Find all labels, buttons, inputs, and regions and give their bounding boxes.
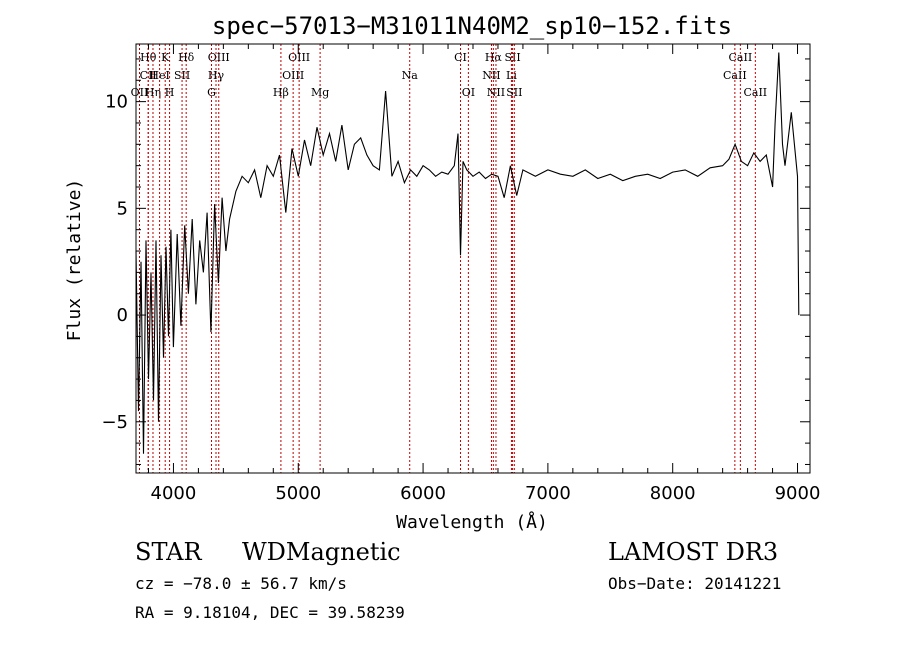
marker-label-17: CI <box>454 51 467 64</box>
marker-label-5: HeI <box>149 69 169 82</box>
x-tick-label-1: 5000 <box>275 483 321 504</box>
axes: 4000 5000 6000 7000 8000 9000 −5 0 5 10 <box>101 44 820 504</box>
marker-label-19: Hα <box>485 51 503 64</box>
spectrum-line <box>135 52 800 454</box>
ra-dec-coordinates: RA = 9.18104, DEC = 39.58239 <box>135 603 405 622</box>
marker-label-21: NII <box>482 69 500 82</box>
marker-label-2: OII <box>131 86 149 99</box>
x-tick-label-5: 9000 <box>775 483 821 504</box>
marker-label-22: Li <box>506 69 517 82</box>
marker-label-11: G <box>207 86 216 99</box>
marker-label-13: OIII <box>282 69 304 82</box>
object-class: STAR <box>135 538 202 566</box>
marker-label-16: Na <box>402 69 419 82</box>
marker-label-9: OIII <box>208 51 230 64</box>
x-axis-label: Wavelength (Å) <box>396 511 548 533</box>
object-subclass: WDMagnetic <box>242 538 401 566</box>
marker-label-15: Mg <box>311 86 329 99</box>
marker-label-4: K <box>161 51 170 64</box>
marker-label-25: CaII <box>729 51 753 64</box>
marker-label-6: SII <box>174 69 190 82</box>
y-tick-label-1: 0 <box>117 305 128 326</box>
marker-label-24: SII <box>506 86 522 99</box>
observation-date: Obs−Date: 20141221 <box>608 574 782 593</box>
x-tick-label-4: 8000 <box>650 483 696 504</box>
y-tick-label-2: 5 <box>117 198 128 219</box>
marker-label-27: CaII <box>743 86 767 99</box>
marker-label-8: Hδ <box>178 51 195 64</box>
x-tick-label-2: 6000 <box>400 483 446 504</box>
y-axis-label: Flux (relative) <box>64 179 85 342</box>
marker-label-14: Hβ <box>273 86 289 99</box>
x-tick-label-0: 4000 <box>151 483 197 504</box>
marker-label-18: OI <box>462 86 475 99</box>
y-tick-label-0: −5 <box>101 412 128 433</box>
marker-label-3: Hη <box>145 86 161 99</box>
spectrum-chart: spec−57013−M31011N40M2_sp10−152.fits HθC… <box>64 12 820 533</box>
x-tick-label-3: 7000 <box>525 483 571 504</box>
marker-label-26: CaII <box>723 69 747 82</box>
plot-frame <box>135 43 811 474</box>
redshift-velocity: cz = −78.0 ± 56.7 km/s <box>135 574 347 593</box>
marker-label-7: H <box>165 86 175 99</box>
marker-label-10: Hγ <box>208 69 225 82</box>
y-tick-label-3: 10 <box>105 92 128 113</box>
marker-label-12: OIII <box>288 51 310 64</box>
marker-label-20: SII <box>504 51 520 64</box>
chart-title: spec−57013−M31011N40M2_sp10−152.fits <box>212 12 732 40</box>
survey-name: LAMOST DR3 <box>608 538 779 566</box>
marker-label-23: NII <box>487 86 505 99</box>
